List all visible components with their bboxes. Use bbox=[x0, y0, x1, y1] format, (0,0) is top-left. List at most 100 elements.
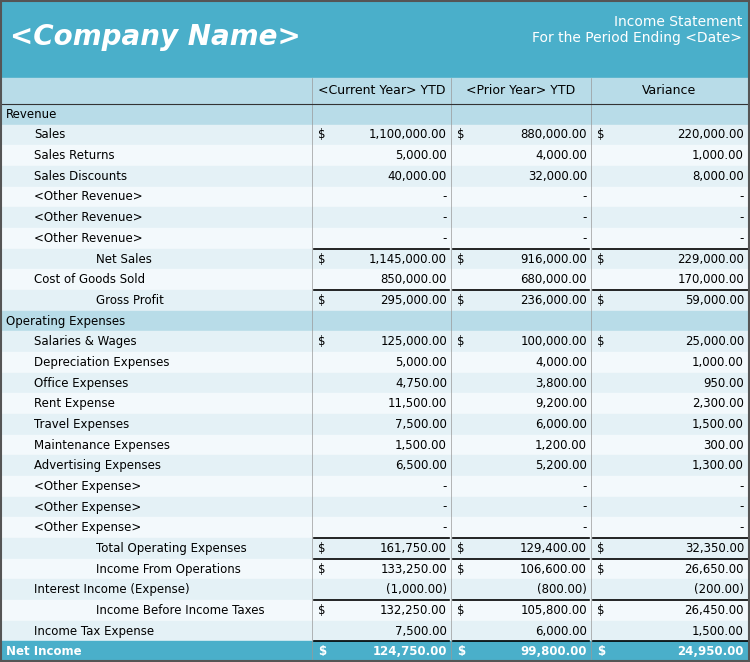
Text: 40,000.00: 40,000.00 bbox=[388, 170, 447, 183]
Bar bbox=[0, 476, 750, 496]
Text: -: - bbox=[442, 500, 447, 514]
Text: $: $ bbox=[597, 604, 604, 617]
Text: -: - bbox=[740, 521, 744, 534]
Text: Interest Income (Expense): Interest Income (Expense) bbox=[34, 583, 190, 596]
Text: (1,000.00): (1,000.00) bbox=[386, 583, 447, 596]
Text: 100,000.00: 100,000.00 bbox=[520, 335, 587, 348]
Text: Travel Expenses: Travel Expenses bbox=[34, 418, 129, 431]
Text: 916,000.00: 916,000.00 bbox=[520, 252, 587, 265]
Text: 124,750.00: 124,750.00 bbox=[373, 645, 447, 658]
Text: $: $ bbox=[457, 335, 464, 348]
Text: -: - bbox=[583, 232, 587, 245]
Text: 129,400.00: 129,400.00 bbox=[520, 542, 587, 555]
Text: 6,500.00: 6,500.00 bbox=[395, 459, 447, 472]
Text: (800.00): (800.00) bbox=[537, 583, 587, 596]
Text: <Other Expense>: <Other Expense> bbox=[34, 521, 141, 534]
Text: Depreciation Expenses: Depreciation Expenses bbox=[34, 356, 170, 369]
Bar bbox=[0, 187, 750, 207]
Text: Sales Discounts: Sales Discounts bbox=[34, 170, 127, 183]
Text: $: $ bbox=[318, 563, 326, 575]
Text: -: - bbox=[583, 521, 587, 534]
Text: 1,000.00: 1,000.00 bbox=[692, 356, 744, 369]
Text: $: $ bbox=[457, 645, 465, 658]
Text: 1,500.00: 1,500.00 bbox=[395, 438, 447, 451]
Bar bbox=[0, 538, 750, 559]
Text: 295,000.00: 295,000.00 bbox=[380, 294, 447, 307]
Bar bbox=[0, 228, 750, 249]
Text: 3,800.00: 3,800.00 bbox=[536, 377, 587, 389]
Text: 4,000.00: 4,000.00 bbox=[536, 356, 587, 369]
Text: Income From Operations: Income From Operations bbox=[96, 563, 241, 575]
Text: (200.00): (200.00) bbox=[694, 583, 744, 596]
Text: 11,500.00: 11,500.00 bbox=[388, 397, 447, 410]
Text: Revenue: Revenue bbox=[6, 108, 57, 121]
Bar bbox=[0, 78, 750, 104]
Bar bbox=[0, 496, 750, 517]
Text: <Current Year> YTD: <Current Year> YTD bbox=[318, 85, 446, 97]
Text: 6,000.00: 6,000.00 bbox=[536, 418, 587, 431]
Text: 26,450.00: 26,450.00 bbox=[685, 604, 744, 617]
Bar bbox=[0, 166, 750, 187]
Text: 4,750.00: 4,750.00 bbox=[395, 377, 447, 389]
Text: Income Statement: Income Statement bbox=[614, 15, 742, 29]
Text: Income Before Income Taxes: Income Before Income Taxes bbox=[96, 604, 265, 617]
Text: Operating Expenses: Operating Expenses bbox=[6, 314, 125, 328]
Text: 7,500.00: 7,500.00 bbox=[395, 418, 447, 431]
Text: 1,300.00: 1,300.00 bbox=[692, 459, 744, 472]
Text: Income Tax Expense: Income Tax Expense bbox=[34, 624, 154, 638]
Text: 1,500.00: 1,500.00 bbox=[692, 624, 744, 638]
Text: 1,145,000.00: 1,145,000.00 bbox=[369, 252, 447, 265]
Text: For the Period Ending <Date>: For the Period Ending <Date> bbox=[532, 31, 742, 45]
Text: -: - bbox=[740, 232, 744, 245]
Bar bbox=[0, 393, 750, 414]
Text: 161,750.00: 161,750.00 bbox=[380, 542, 447, 555]
Text: -: - bbox=[583, 191, 587, 203]
Text: $: $ bbox=[457, 128, 464, 142]
Bar bbox=[0, 290, 750, 310]
Text: 9,200.00: 9,200.00 bbox=[535, 397, 587, 410]
Bar bbox=[0, 124, 750, 146]
Bar bbox=[0, 559, 750, 579]
Bar bbox=[0, 310, 750, 332]
Text: $: $ bbox=[597, 645, 605, 658]
Bar bbox=[0, 600, 750, 621]
Text: 25,000.00: 25,000.00 bbox=[685, 335, 744, 348]
Text: Salaries & Wages: Salaries & Wages bbox=[34, 335, 136, 348]
Text: $: $ bbox=[318, 294, 326, 307]
Text: $: $ bbox=[597, 542, 604, 555]
Text: $: $ bbox=[318, 128, 326, 142]
Text: $: $ bbox=[597, 252, 604, 265]
Text: 1,000.00: 1,000.00 bbox=[692, 149, 744, 162]
Text: $: $ bbox=[597, 335, 604, 348]
Text: 1,500.00: 1,500.00 bbox=[692, 418, 744, 431]
Text: <Other Revenue>: <Other Revenue> bbox=[34, 211, 142, 224]
Text: 105,800.00: 105,800.00 bbox=[520, 604, 587, 617]
Bar bbox=[0, 352, 750, 373]
Text: -: - bbox=[442, 211, 447, 224]
Text: 59,000.00: 59,000.00 bbox=[685, 294, 744, 307]
Text: 133,250.00: 133,250.00 bbox=[380, 563, 447, 575]
Text: -: - bbox=[583, 500, 587, 514]
Text: 170,000.00: 170,000.00 bbox=[677, 273, 744, 286]
Bar bbox=[0, 332, 750, 352]
Bar bbox=[0, 146, 750, 166]
Text: 1,200.00: 1,200.00 bbox=[535, 438, 587, 451]
Text: $: $ bbox=[457, 294, 464, 307]
Text: Total Operating Expenses: Total Operating Expenses bbox=[96, 542, 247, 555]
Text: 880,000.00: 880,000.00 bbox=[520, 128, 587, 142]
Text: 24,950.00: 24,950.00 bbox=[677, 645, 744, 658]
Text: 680,000.00: 680,000.00 bbox=[520, 273, 587, 286]
Text: <Other Revenue>: <Other Revenue> bbox=[34, 232, 142, 245]
Text: $: $ bbox=[457, 252, 464, 265]
Text: -: - bbox=[583, 480, 587, 493]
Text: -: - bbox=[740, 480, 744, 493]
Text: 5,000.00: 5,000.00 bbox=[395, 149, 447, 162]
Text: <Other Expense>: <Other Expense> bbox=[34, 480, 141, 493]
Text: $: $ bbox=[318, 335, 326, 348]
Text: 1,100,000.00: 1,100,000.00 bbox=[369, 128, 447, 142]
Bar bbox=[0, 249, 750, 269]
Text: <Company Name>: <Company Name> bbox=[10, 23, 301, 51]
Text: -: - bbox=[442, 232, 447, 245]
Text: Maintenance Expenses: Maintenance Expenses bbox=[34, 438, 170, 451]
Text: Net Sales: Net Sales bbox=[96, 252, 152, 265]
